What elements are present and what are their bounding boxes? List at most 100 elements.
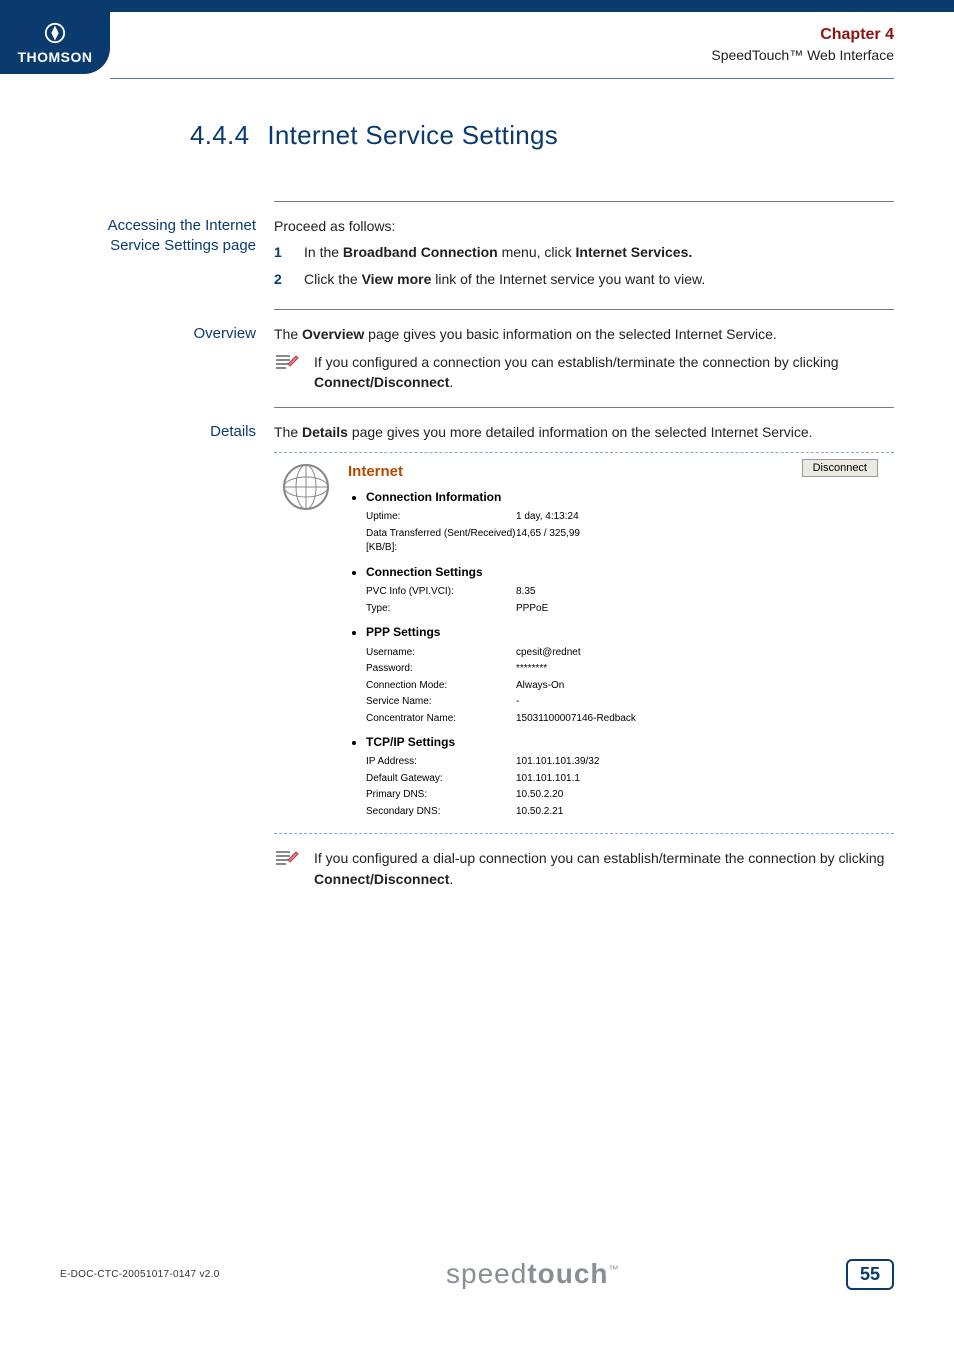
header-rule [110, 78, 894, 79]
page-title: 4.4.4 Internet Service Settings [190, 120, 894, 151]
divider [274, 201, 894, 202]
section-details: Details The Details page gives you more … [100, 422, 894, 889]
details-note-text: If you configured a dial-up connection y… [314, 848, 894, 889]
kv-value: 14,65 / 325,99 [516, 527, 580, 556]
panel-groups: Connection InformationUptime:1 day, 4:13… [348, 489, 888, 820]
overview-b: Overview [302, 326, 364, 342]
kv-block: PVC Info (VPI.VCI):8.35Type:PPPoE [366, 585, 888, 616]
kv-value: 101.101.101.1 [516, 772, 580, 787]
title-text: Internet Service Settings [267, 120, 558, 150]
overview-pre: The [274, 326, 302, 342]
overview-note-text: If you configured a connection you can e… [314, 352, 894, 393]
details-pre: The [274, 424, 302, 440]
footer-logo-a: speed [446, 1258, 527, 1289]
panel-group: TCP/IP SettingsIP Address:101.101.101.39… [366, 734, 888, 819]
section-overview: Overview The Overview page gives you bas… [100, 324, 894, 393]
steps-list: In the Broadband Connection menu, click … [274, 242, 894, 289]
details-note-b: Connect/Disconnect [314, 871, 449, 887]
kv-value: ******** [516, 662, 547, 677]
details-b: Details [302, 424, 348, 440]
side-label-details: Details [100, 422, 274, 442]
step-1: In the Broadband Connection menu, click … [274, 242, 894, 262]
kv-row: Data Transferred (Sent/Received) [KB/B]:… [366, 527, 888, 556]
kv-key: Password: [366, 662, 516, 677]
divider [274, 309, 894, 310]
kv-value: 8.35 [516, 585, 535, 600]
kv-key: Type: [366, 602, 516, 617]
kv-value: 10.50.2.20 [516, 788, 563, 803]
kv-value: 1 day, 4:13:24 [516, 510, 579, 525]
kv-key: PVC Info (VPI.VCI): [366, 585, 516, 600]
kv-row: Concentrator Name:15031100007146-Redback [366, 712, 888, 727]
kv-value: cpesit@rednet [516, 646, 581, 661]
kv-key: Concentrator Name: [366, 712, 516, 727]
kv-block: Username:cpesit@rednetPassword:********C… [366, 646, 888, 727]
kv-row: Primary DNS:10.50.2.20 [366, 788, 888, 803]
details-note-post: . [449, 871, 453, 887]
step-1-b2: Internet Services. [576, 244, 693, 260]
side-label-accessing: Accessing the Internet Service Settings … [100, 216, 274, 257]
top-stripe [0, 0, 954, 12]
step-2: Click the View more link of the Internet… [274, 269, 894, 289]
kv-value: 101.101.101.39/32 [516, 755, 599, 770]
kv-value: PPPoE [516, 602, 548, 617]
details-post: page gives you more detailed information… [348, 424, 813, 440]
kv-value: 15031100007146-Redback [516, 712, 636, 727]
step-2-b1: View more [362, 271, 432, 287]
step-1-b1: Broadband Connection [343, 244, 498, 260]
panel-group: Connection SettingsPVC Info (VPI.VCI):8.… [366, 564, 888, 616]
chapter-label: Chapter 4 [711, 26, 894, 44]
kv-key: Uptime: [366, 510, 516, 525]
kv-row: Uptime:1 day, 4:13:24 [366, 510, 888, 525]
kv-block: Uptime:1 day, 4:13:24Data Transferred (S… [366, 510, 888, 556]
kv-key: Data Transferred (Sent/Received) [KB/B]: [366, 527, 516, 556]
kv-key: Connection Mode: [366, 679, 516, 694]
overview-note-pre: If you configured a connection you can e… [314, 354, 839, 370]
section-accessing: Accessing the Internet Service Settings … [100, 216, 894, 295]
title-number: 4.4.4 [190, 120, 249, 150]
kv-row: Default Gateway:101.101.101.1 [366, 772, 888, 787]
details-text: The Details page gives you more detailed… [274, 422, 894, 442]
note-icon [274, 352, 300, 374]
kv-row: Secondary DNS:10.50.2.21 [366, 805, 888, 820]
footer-logo-tm: ™ [609, 1265, 620, 1276]
kv-row: Connection Mode:Always-On [366, 679, 888, 694]
side-label-overview: Overview [100, 324, 274, 344]
page-footer: E-DOC-CTC-20051017-0147 v2.0 speedtouch™… [60, 1258, 894, 1290]
kv-key: IP Address: [366, 755, 516, 770]
brand-icon [44, 22, 66, 44]
panel-group: Connection InformationUptime:1 day, 4:13… [366, 489, 888, 556]
page-number: 55 [846, 1259, 894, 1290]
globe-icon [280, 461, 332, 513]
details-note-pre: If you configured a dial-up connection y… [314, 850, 884, 866]
chapter-subtitle: SpeedTouch™ Web Interface [711, 47, 894, 63]
overview-note: If you configured a connection you can e… [274, 352, 894, 393]
page-content: 4.4.4 Internet Service Settings Accessing… [100, 120, 894, 889]
kv-row: Type:PPPoE [366, 602, 888, 617]
step-2-mid: link of the Internet service you want to… [431, 271, 705, 287]
kv-row: Password:******** [366, 662, 888, 677]
step-1-pre: In the [304, 244, 343, 260]
kv-block: IP Address:101.101.101.39/32Default Gate… [366, 755, 888, 819]
overview-note-b: Connect/Disconnect [314, 374, 449, 390]
kv-key: Default Gateway: [366, 772, 516, 787]
kv-key: Username: [366, 646, 516, 661]
kv-row: Service Name:- [366, 695, 888, 710]
overview-text: The Overview page gives you basic inform… [274, 324, 894, 344]
overview-note-post: . [449, 374, 453, 390]
disconnect-button[interactable]: Disconnect [802, 459, 878, 477]
footer-logo: speedtouch™ [446, 1258, 620, 1290]
kv-key: Secondary DNS: [366, 805, 516, 820]
step-1-mid: menu, click [498, 244, 576, 260]
kv-row: Username:cpesit@rednet [366, 646, 888, 661]
header-right: Chapter 4 SpeedTouch™ Web Interface [711, 26, 894, 63]
kv-row: IP Address:101.101.101.39/32 [366, 755, 888, 770]
footer-logo-b: touch [527, 1258, 608, 1289]
kv-key: Service Name: [366, 695, 516, 710]
kv-value: Always-On [516, 679, 564, 694]
doc-code: E-DOC-CTC-20051017-0147 v2.0 [60, 1269, 220, 1280]
details-note: If you configured a dial-up connection y… [274, 848, 894, 889]
divider [274, 407, 894, 408]
brand-text: THOMSON [0, 49, 110, 65]
kv-row: PVC Info (VPI.VCI):8.35 [366, 585, 888, 600]
